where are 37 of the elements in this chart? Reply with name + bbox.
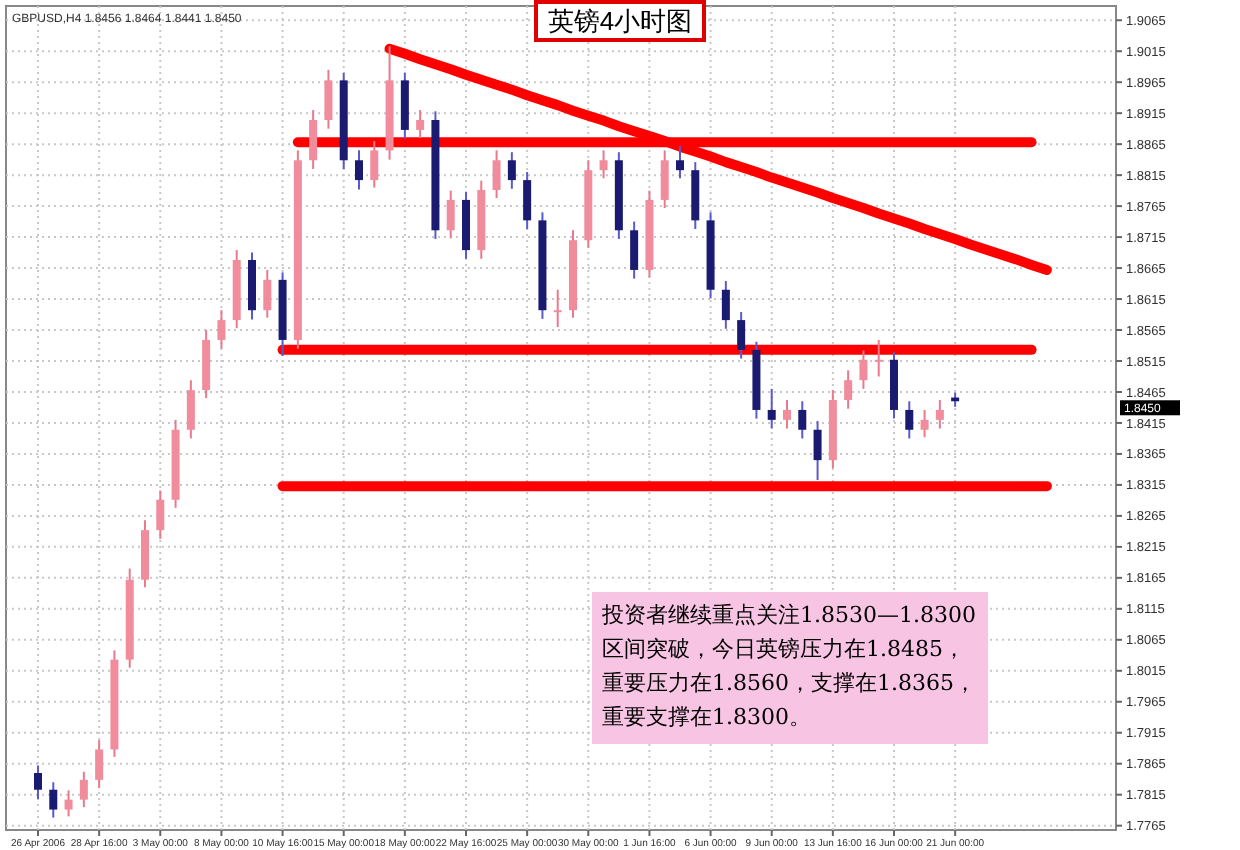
- candlestick: [920, 408, 929, 439]
- candlestick: [676, 145, 684, 180]
- candlestick: [798, 400, 807, 440]
- candlestick: [507, 151, 516, 190]
- candlestick: [721, 280, 730, 330]
- candlestick: [355, 149, 363, 191]
- chart-title: 英镑4小时图: [547, 6, 693, 36]
- candlestick: [859, 349, 868, 390]
- candlestick: [523, 171, 532, 231]
- candlestick: [95, 739, 104, 789]
- candlestick: [660, 149, 669, 209]
- annotation: 投资者继续重点关注1.8530—1.8300区间突破，今日英镑压力在1.8485，重要压力在1.8560，支撑在1.8365，重要支撑在1.8300。: [592, 592, 988, 744]
- candlestick: [186, 379, 195, 440]
- candlestick: [935, 399, 944, 430]
- candlestick: [874, 338, 883, 378]
- candlestick: [767, 387, 776, 430]
- candlestick: [49, 781, 58, 819]
- candlestick: [324, 68, 333, 130]
- candlestick: [630, 220, 639, 280]
- candlestick: [844, 369, 853, 410]
- candlestick: [446, 189, 455, 240]
- candlestick: [79, 770, 88, 809]
- candlestick: [370, 140, 379, 189]
- candlestick: [905, 400, 914, 440]
- candlestick: [217, 309, 226, 350]
- candlestick: [599, 149, 608, 180]
- candlestick: [156, 489, 165, 540]
- candlestick: [309, 109, 318, 170]
- candlestick: [737, 311, 746, 360]
- candlestick: [263, 268, 272, 319]
- candlestick: [64, 789, 73, 818]
- candlestick: [783, 399, 791, 430]
- candlestick: [34, 764, 42, 801]
- candlestick: [416, 109, 425, 139]
- candlestick: [492, 149, 501, 200]
- candlestick: [553, 288, 562, 328]
- candlestick: [813, 420, 822, 481]
